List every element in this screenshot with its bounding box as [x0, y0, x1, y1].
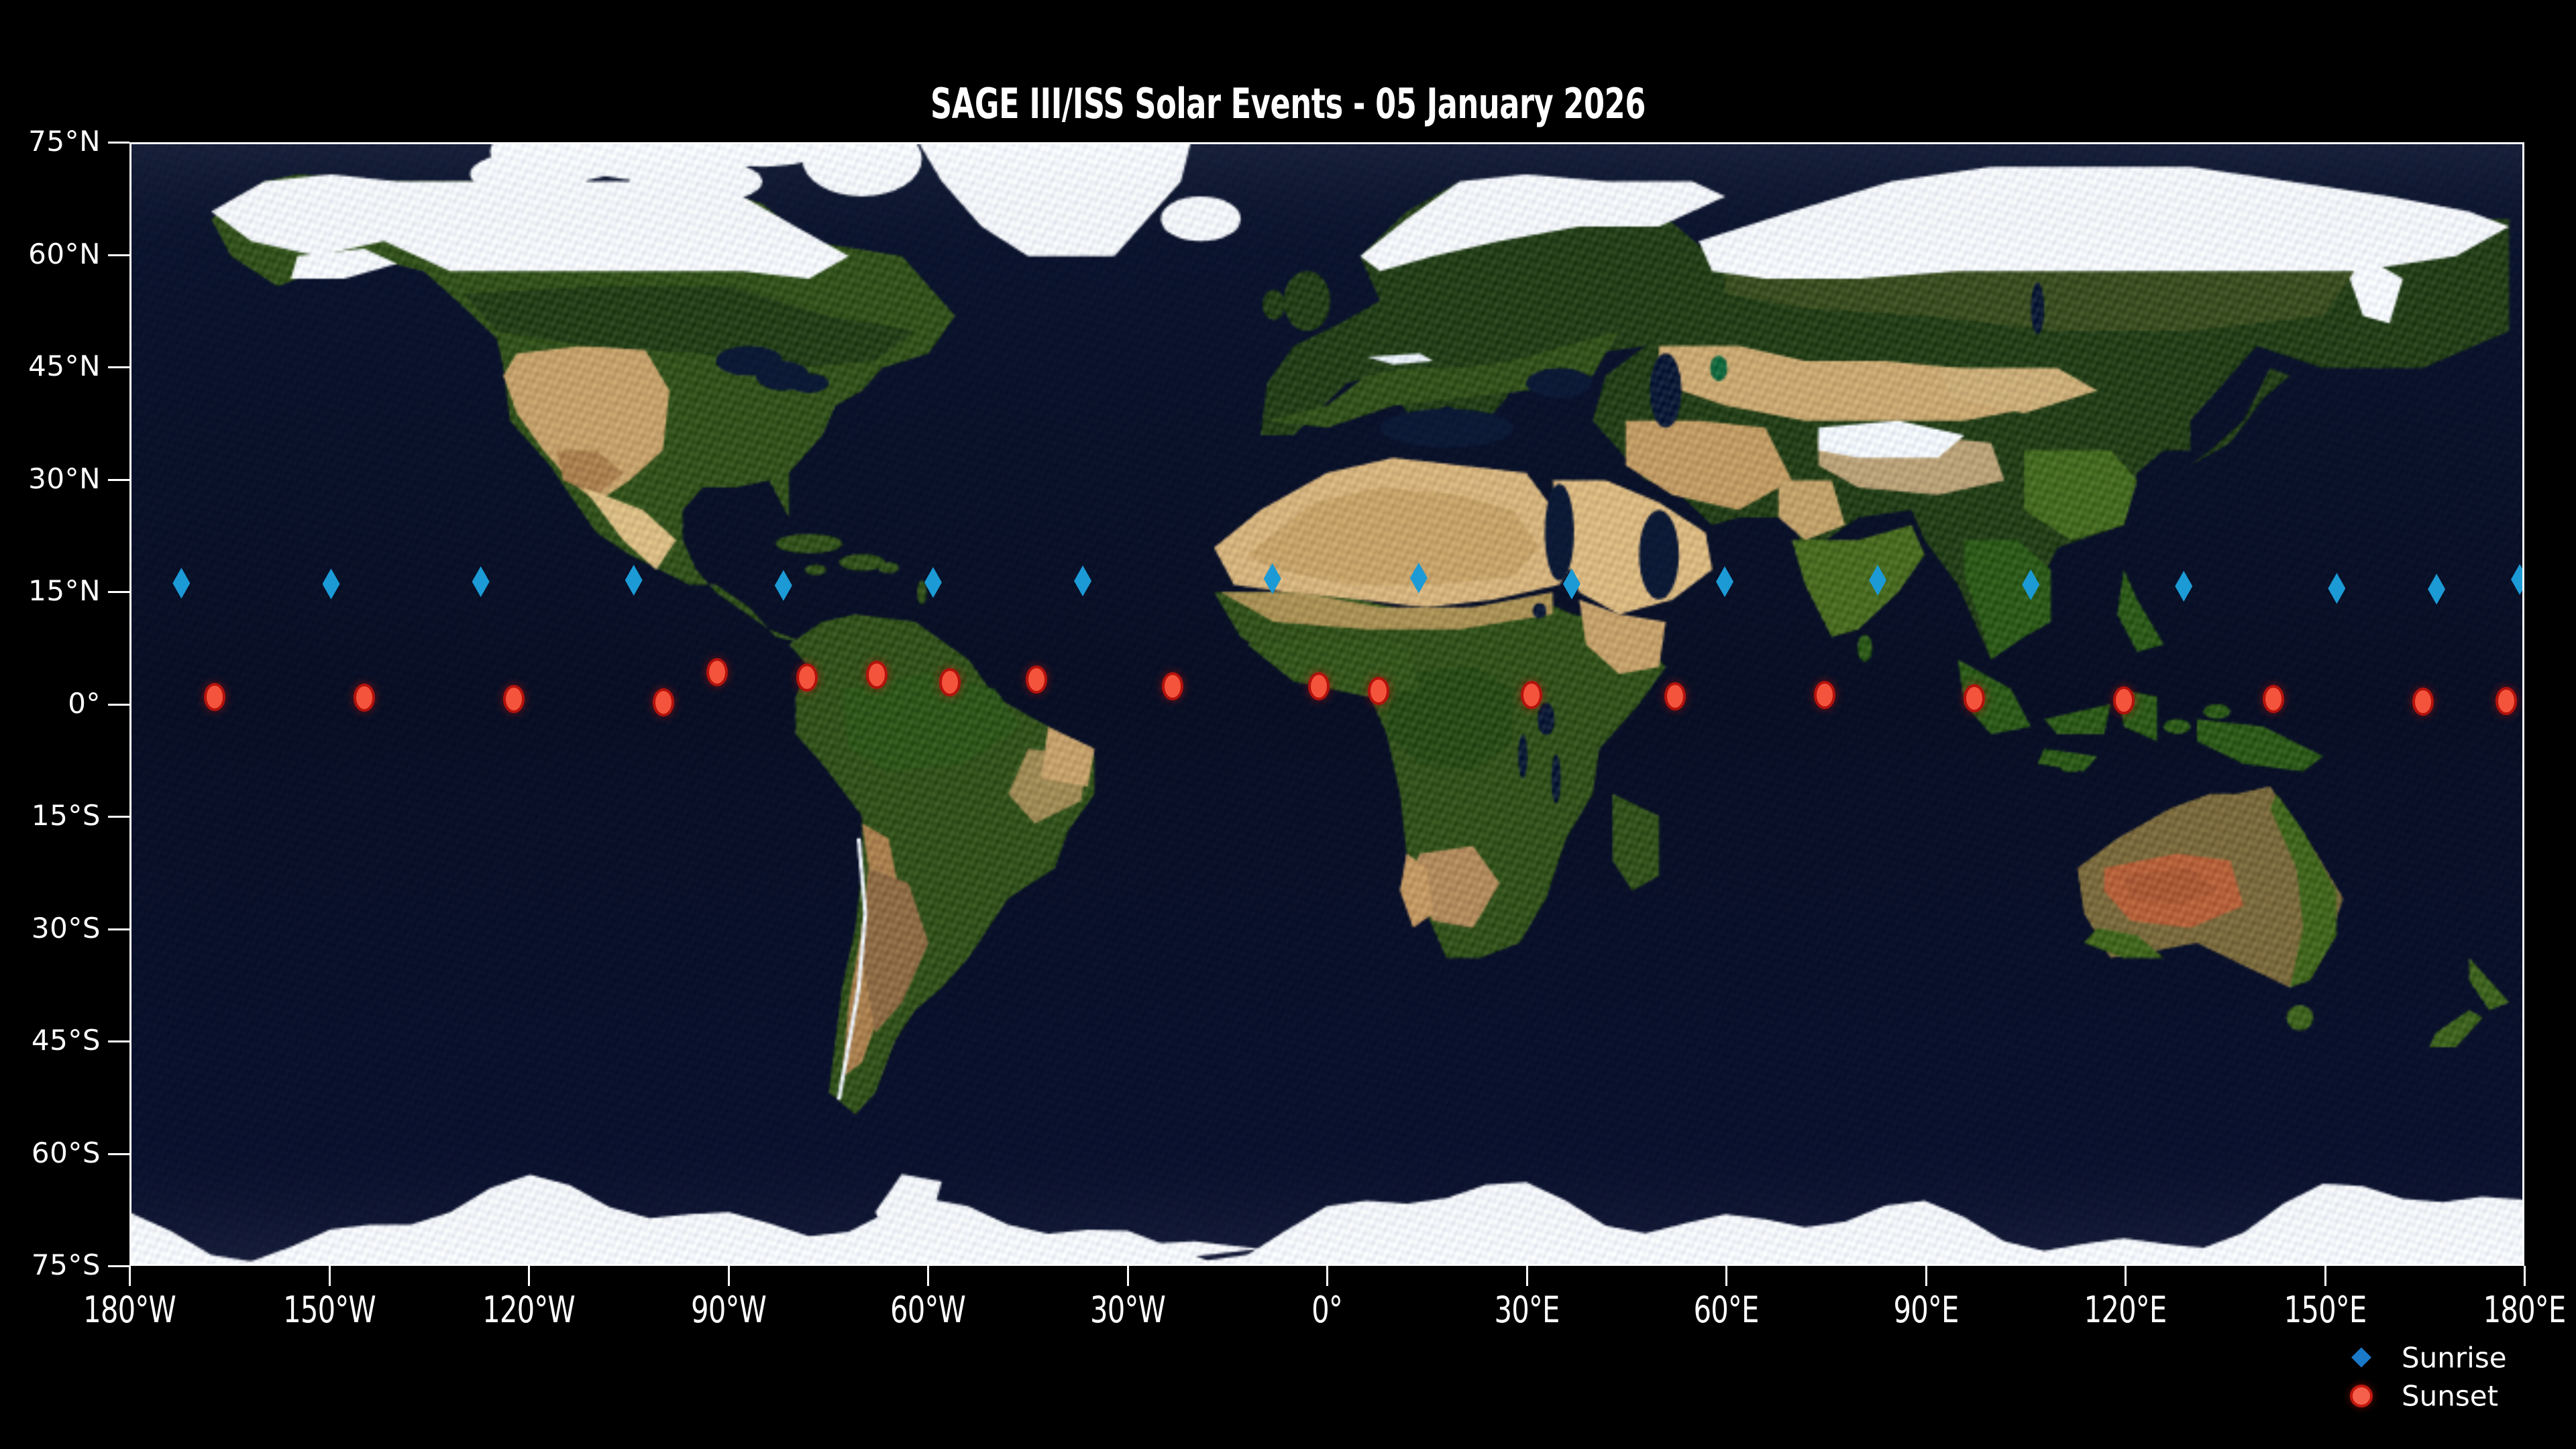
latitude-tick-label: 30°N: [28, 462, 101, 495]
longitude-tick-label: 150°W: [282, 1289, 376, 1331]
longitude-tick-label: 180°W: [83, 1289, 176, 1331]
latitude-tick-label: 30°S: [31, 911, 101, 945]
map-plot-area[interactable]: [129, 142, 2524, 1266]
longitude-tick: [1326, 1266, 1328, 1286]
longitude-tick: [1725, 1266, 1727, 1286]
latitude-tick: [108, 816, 129, 818]
longitude-tick: [2524, 1266, 2526, 1286]
latitude-tick-label: 0°: [68, 686, 101, 720]
sunrise-marker: [1264, 564, 1281, 594]
sunrise-marker: [323, 568, 340, 599]
latitude-tick-label: 75°S: [31, 1248, 101, 1281]
longitude-tick-label: 30°W: [1089, 1289, 1166, 1331]
longitude-tick-label: 90°E: [1893, 1289, 1959, 1331]
longitude-tick-label: 60°W: [890, 1289, 966, 1331]
sunrise-marker: [472, 566, 490, 597]
sunset-marker: [1164, 675, 1181, 698]
longitude-tick: [129, 1266, 131, 1286]
sunset-marker: [798, 666, 815, 690]
longitude-tick: [1126, 1266, 1129, 1286]
sunrise-marker: [625, 565, 643, 596]
sunrise-marker: [2511, 564, 2522, 595]
latitude-tick-label: 15°S: [31, 799, 101, 832]
sunset-marker: [2498, 689, 2515, 712]
page-title: SAGE III/ISS Solar Events - 05 January 2…: [930, 79, 1646, 128]
longitude-tick-label: 120°W: [482, 1289, 576, 1331]
latitude-tick: [108, 1040, 129, 1042]
sunset-marker: [206, 686, 223, 709]
latitude-tick-label: 45°N: [28, 350, 101, 382]
sunset-marker: [1523, 683, 1540, 706]
sunset-marker: [655, 690, 672, 714]
legend-label: Sunset: [2402, 1379, 2499, 1412]
sunrise-marker: [1563, 568, 1580, 599]
longitude-tick: [2324, 1266, 2326, 1286]
sunrise-marker: [2428, 574, 2445, 604]
longitude-tick-label: 0°: [1311, 1289, 1343, 1331]
sunset-marker: [941, 670, 958, 694]
sunrise-marker: [1716, 566, 1733, 597]
sunrise-marker: [1410, 563, 1428, 594]
latitude-tick: [108, 254, 129, 256]
sunset-marker: [2415, 690, 2432, 713]
latitude-tick-label: 60°N: [28, 237, 101, 270]
sunrise-marker: [1074, 566, 1091, 596]
solar-event-marker-layer: [131, 144, 2522, 1264]
longitude-tick-label: 120°E: [2084, 1289, 2167, 1331]
sunset-legend-icon: [2353, 1387, 2370, 1405]
sunrise-marker: [2328, 573, 2345, 604]
legend-item-sunrise[interactable]: Sunrise: [2351, 1338, 2563, 1377]
sunset-marker: [1028, 668, 1044, 692]
longitude-tick-label: 150°E: [2284, 1289, 2367, 1331]
latitude-tick-label: 60°S: [31, 1136, 101, 1169]
sunset-marker: [1311, 675, 1328, 698]
longitude-tick-label: 60°E: [1693, 1289, 1760, 1331]
sunset-marker: [868, 663, 885, 686]
sunrise-marker: [775, 570, 792, 601]
longitude-tick-label: 90°W: [690, 1289, 767, 1331]
sunset-marker: [2265, 688, 2282, 711]
longitude-tick: [1525, 1266, 1528, 1286]
latitude-tick-label: 45°S: [31, 1024, 101, 1057]
sunrise-marker: [2022, 570, 2039, 600]
longitude-tick: [727, 1266, 730, 1286]
latitude-tick-label: 75°N: [28, 125, 101, 158]
latitude-tick: [108, 591, 129, 593]
latitude-tick: [108, 366, 129, 368]
legend: Sunrise Sunset: [2351, 1338, 2563, 1415]
latitude-tick: [108, 928, 129, 930]
sunset-marker: [1371, 680, 1387, 703]
sunset-marker: [1966, 687, 1982, 710]
longitude-tick: [927, 1266, 929, 1286]
longitude-tick: [328, 1266, 331, 1286]
legend-label: Sunrise: [2402, 1341, 2507, 1374]
longitude-tick-label: 30°E: [1494, 1289, 1560, 1331]
longitude-tick: [2125, 1266, 2127, 1286]
longitude-tick: [528, 1266, 530, 1286]
latitude-tick: [108, 1152, 129, 1155]
latitude-tick: [108, 142, 129, 144]
sunset-marker: [506, 688, 523, 711]
longitude-tick: [1925, 1266, 1927, 1286]
sunset-marker: [1666, 684, 1683, 708]
latitude-tick-label: 15°N: [28, 574, 101, 607]
longitude-tick-label: 180°E: [2483, 1289, 2567, 1331]
sunset-marker: [708, 661, 725, 684]
sunrise-marker: [1869, 565, 1886, 596]
sunrise-marker: [172, 568, 190, 598]
legend-item-sunset[interactable]: Sunset: [2353, 1377, 2563, 1415]
latitude-tick: [108, 1265, 129, 1267]
sunset-marker: [1816, 683, 1833, 706]
sunrise-marker: [924, 567, 942, 598]
sunrise-marker: [2175, 571, 2192, 602]
latitude-tick: [108, 703, 129, 706]
latitude-tick: [108, 478, 129, 481]
sunset-marker: [356, 686, 373, 710]
sunrise-legend-icon: [2351, 1347, 2371, 1368]
sunset-marker: [2116, 688, 2133, 712]
